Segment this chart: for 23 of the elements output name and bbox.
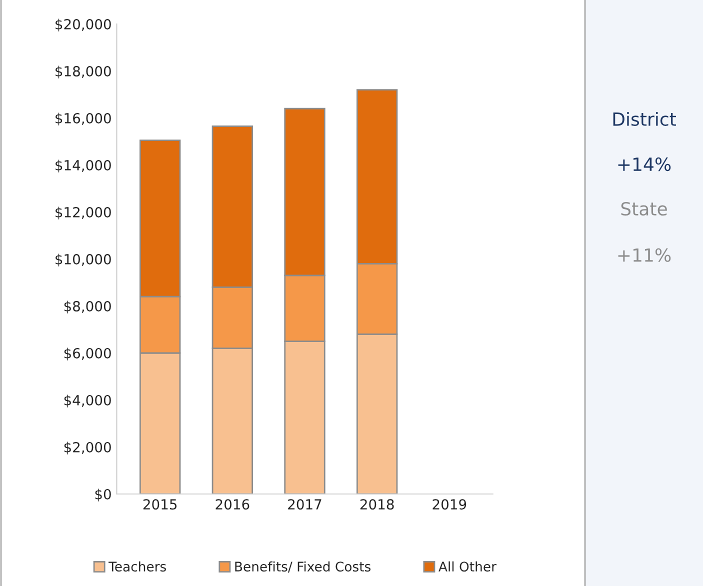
text: District xyxy=(613,112,676,126)
x-tick-label: 2018 xyxy=(360,499,394,510)
x-tick-label: 2017 xyxy=(288,499,322,510)
legend-label: Benefits/ Fixed Costs xyxy=(235,561,371,573)
x-tick-label: 2015 xyxy=(143,499,177,510)
y-tick-label: $18,000 xyxy=(56,66,111,78)
text: +11% xyxy=(618,248,671,262)
text: +14% xyxy=(618,157,671,172)
y-tick-label: $0 xyxy=(95,488,111,502)
y-tick-label: $14,000 xyxy=(56,160,111,172)
y-tick-label: $16,000 xyxy=(56,112,111,126)
x-tick-label: 2019 xyxy=(432,499,466,510)
y-tick-label: $8,000 xyxy=(64,300,111,314)
y-tick-label: $4,000 xyxy=(64,394,111,408)
y-tick-label: $2,000 xyxy=(64,442,111,454)
legend-label: Teachers xyxy=(108,561,166,572)
y-tick-label: $20,000 xyxy=(56,18,111,32)
y-tick-label: $6,000 xyxy=(64,348,111,360)
y-tick-label: $12,000 xyxy=(56,206,111,220)
text: State xyxy=(621,202,667,216)
y-tick-label: $10,000 xyxy=(56,254,111,266)
x-tick-label: 2016 xyxy=(216,499,250,510)
legend-label: All Other xyxy=(438,561,496,572)
